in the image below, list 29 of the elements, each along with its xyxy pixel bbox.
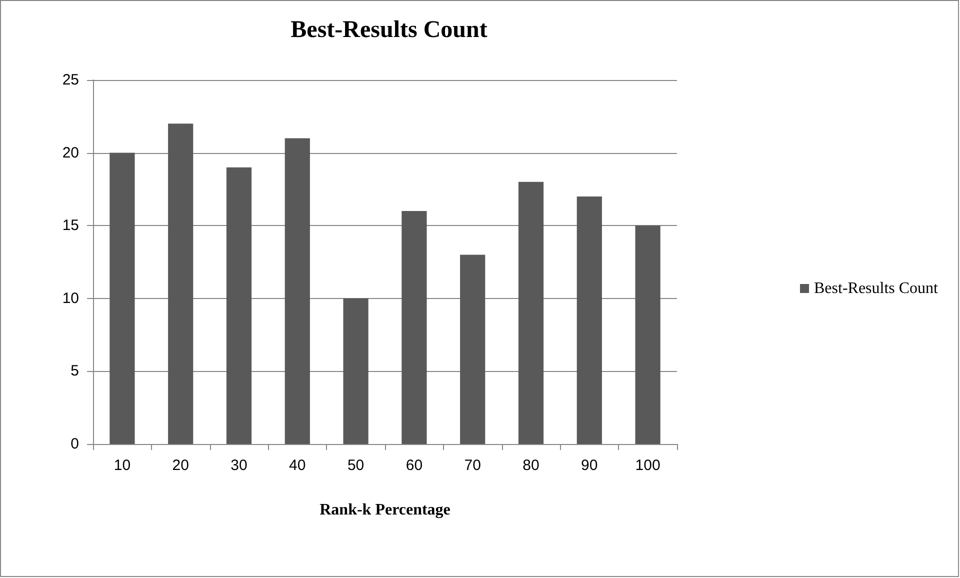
y-tick-label: 20 <box>62 144 79 162</box>
x-tick-label: 20 <box>172 457 189 474</box>
bar <box>284 138 310 444</box>
x-tick-label: 90 <box>581 457 598 474</box>
y-tick-label: 15 <box>62 217 79 234</box>
chart-title: Best-Results Count <box>290 17 488 43</box>
y-tick-label: 5 <box>70 362 79 380</box>
bar <box>110 152 135 444</box>
bar <box>518 182 544 444</box>
y-tick-label: 0 <box>70 436 79 452</box>
bar <box>343 298 368 444</box>
bar <box>576 196 602 444</box>
x-tick-label: 80 <box>522 457 540 474</box>
x-tick-label: 10 <box>114 457 131 474</box>
x-tick-label: 70 <box>464 457 481 474</box>
x-axis-title: Rank-k Percentage <box>320 502 450 518</box>
x-tick-label: 40 <box>289 457 306 474</box>
bar <box>226 167 252 444</box>
x-tick-label: 60 <box>406 457 423 474</box>
bar <box>168 124 194 444</box>
bar <box>402 211 427 444</box>
x-tick-label: 30 <box>230 457 248 474</box>
legend-label: Best-Results Count <box>814 280 939 297</box>
y-tick-label: 25 <box>62 72 79 88</box>
bar <box>635 226 660 444</box>
x-tick-label: 50 <box>347 457 364 474</box>
x-tick-label: 100 <box>635 457 660 474</box>
y-tick-label: 10 <box>62 290 79 307</box>
bar <box>460 254 486 444</box>
